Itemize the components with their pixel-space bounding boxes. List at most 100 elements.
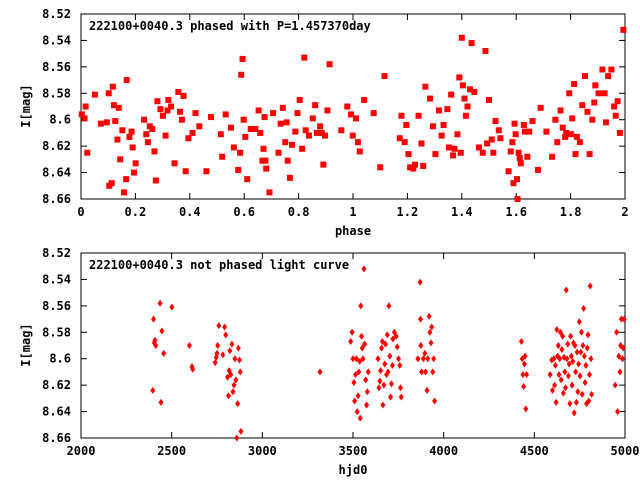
data-point xyxy=(263,165,270,172)
data-point xyxy=(356,148,363,155)
data-point xyxy=(571,81,578,88)
unphased-plot-frame xyxy=(80,252,626,439)
data-point xyxy=(126,133,133,140)
data-point xyxy=(378,367,384,375)
data-point xyxy=(234,434,240,442)
data-point xyxy=(435,107,442,114)
data-point xyxy=(192,110,199,117)
phased-data-points xyxy=(78,26,627,202)
data-point xyxy=(144,139,151,146)
unphased-x-tick-label: 3500 xyxy=(339,444,368,458)
data-point xyxy=(555,342,561,349)
data-point xyxy=(385,368,391,376)
data-point xyxy=(123,176,130,183)
data-point xyxy=(360,355,366,363)
data-point xyxy=(458,34,465,41)
data-point xyxy=(461,95,468,102)
unphased-x-axis-label: hjd0 xyxy=(339,463,368,477)
data-point xyxy=(238,427,244,435)
data-point xyxy=(294,110,301,117)
data-point xyxy=(229,340,235,348)
unphased-y-axis-label: I[mag] xyxy=(19,323,33,366)
data-point xyxy=(141,116,148,123)
data-point xyxy=(203,168,210,175)
unphased-y-tick-label: 8.54 xyxy=(42,272,71,286)
data-point xyxy=(572,151,579,158)
data-point xyxy=(457,149,464,156)
data-point xyxy=(312,102,319,109)
data-point xyxy=(129,144,136,151)
data-point xyxy=(518,338,524,346)
data-point xyxy=(231,381,237,389)
data-point xyxy=(551,355,557,363)
data-point xyxy=(362,340,368,348)
data-point xyxy=(567,131,574,138)
data-point xyxy=(361,96,368,103)
data-point xyxy=(398,384,404,392)
data-point xyxy=(349,132,356,139)
unphased-x-tick-label: 5000 xyxy=(611,444,640,458)
data-point xyxy=(225,373,231,381)
data-point xyxy=(580,342,586,349)
data-point xyxy=(601,90,608,97)
data-point xyxy=(177,108,184,115)
data-point xyxy=(520,122,527,128)
unphased-y-tick-label: 8.66 xyxy=(42,431,71,445)
data-point xyxy=(497,135,504,142)
data-point xyxy=(358,302,364,310)
data-point xyxy=(557,107,564,114)
data-point xyxy=(488,136,495,143)
data-point xyxy=(286,174,293,181)
data-point xyxy=(262,157,269,164)
data-point xyxy=(471,88,478,95)
unphased-ticks: 2000 2500 3000 3500 4000 4500 5000 8.52 8.54 8.56… xyxy=(42,246,639,458)
data-point xyxy=(365,368,371,376)
data-point xyxy=(255,107,262,114)
unphased-panel: 222100+0040.3 not phased light curve hjd… xyxy=(19,246,639,477)
data-point xyxy=(486,96,492,103)
data-point xyxy=(581,305,587,312)
phased-x-tick-label: 1.2 xyxy=(397,205,419,219)
phased-x-tick-label: 0.6 xyxy=(233,205,255,219)
data-point xyxy=(479,149,486,156)
data-point xyxy=(612,112,619,119)
data-point xyxy=(283,119,290,126)
data-point xyxy=(432,397,438,405)
data-point xyxy=(388,380,394,388)
data-point xyxy=(521,382,527,390)
data-point xyxy=(165,96,172,103)
data-point xyxy=(517,160,524,167)
data-point xyxy=(348,111,355,118)
data-point xyxy=(350,355,356,363)
data-point xyxy=(431,355,437,363)
data-point xyxy=(587,282,593,290)
data-point xyxy=(196,123,203,130)
data-point xyxy=(115,104,122,111)
phased-y-tick-label: 8.56 xyxy=(42,60,71,74)
data-point xyxy=(581,352,587,360)
data-point xyxy=(120,189,127,196)
data-point xyxy=(547,371,553,379)
phased-y-tick-label: 8.64 xyxy=(42,166,71,180)
data-point xyxy=(377,377,383,385)
data-point xyxy=(523,405,529,413)
data-point xyxy=(468,40,475,47)
data-point xyxy=(588,355,594,363)
data-point xyxy=(185,135,192,142)
data-point xyxy=(317,368,323,376)
data-point xyxy=(412,161,419,168)
phased-chart-title: 222100+0040.3 phased with P=1.457370day xyxy=(89,19,371,33)
data-point xyxy=(159,327,165,335)
data-point xyxy=(569,115,576,122)
data-point xyxy=(162,132,169,139)
data-point xyxy=(419,368,425,376)
data-point xyxy=(393,332,399,340)
data-point xyxy=(252,125,259,132)
data-point xyxy=(157,299,163,307)
data-point xyxy=(296,96,303,103)
data-point xyxy=(354,408,360,416)
data-point xyxy=(459,82,466,89)
data-point xyxy=(520,371,526,379)
data-point xyxy=(313,129,320,136)
phased-x-tick-label: 0.4 xyxy=(179,205,201,219)
